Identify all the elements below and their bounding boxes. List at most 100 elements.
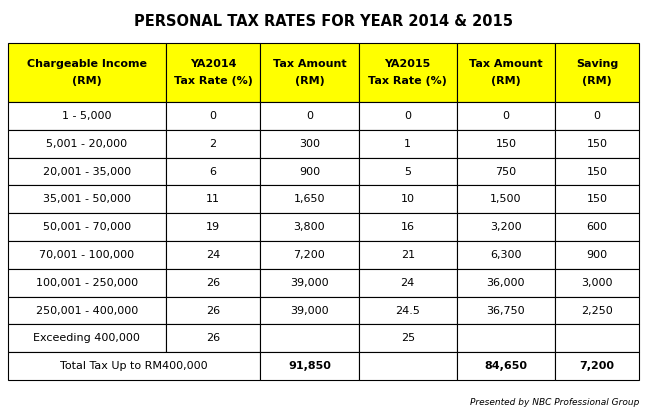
Text: Saving: Saving <box>576 59 619 69</box>
Bar <box>358 241 457 269</box>
Bar <box>358 213 457 241</box>
Text: 91,850: 91,850 <box>288 361 331 371</box>
Text: 150: 150 <box>496 139 516 149</box>
Text: 26: 26 <box>206 305 220 316</box>
Text: 24: 24 <box>400 278 415 288</box>
Text: (RM): (RM) <box>582 76 612 86</box>
Bar <box>555 324 639 352</box>
Text: 36,750: 36,750 <box>487 305 525 316</box>
Bar <box>358 324 457 352</box>
Bar <box>260 352 358 380</box>
Bar <box>260 324 358 352</box>
Text: 300: 300 <box>299 139 320 149</box>
Bar <box>260 213 358 241</box>
Bar <box>260 158 358 185</box>
Text: 19: 19 <box>206 222 220 232</box>
Text: Tax Rate (%): Tax Rate (%) <box>368 76 447 86</box>
Text: 16: 16 <box>400 222 415 232</box>
Text: 2: 2 <box>210 139 217 149</box>
Text: 6: 6 <box>210 166 217 177</box>
Bar <box>358 269 457 297</box>
Text: 150: 150 <box>587 194 608 204</box>
Text: 5,001 - 20,000: 5,001 - 20,000 <box>46 139 127 149</box>
Text: 3,200: 3,200 <box>490 222 521 232</box>
Bar <box>555 241 639 269</box>
Text: 900: 900 <box>299 166 320 177</box>
Bar <box>457 213 555 241</box>
Text: 3,800: 3,800 <box>294 222 325 232</box>
Bar <box>260 269 358 297</box>
Text: 1,500: 1,500 <box>490 194 521 204</box>
Bar <box>457 352 555 380</box>
Text: 7,200: 7,200 <box>580 361 615 371</box>
Bar <box>555 297 639 324</box>
Text: YA2014: YA2014 <box>190 59 236 69</box>
Bar <box>166 130 260 158</box>
Text: (RM): (RM) <box>294 76 324 86</box>
Bar <box>260 185 358 213</box>
Bar <box>8 43 166 102</box>
Bar <box>457 297 555 324</box>
Bar <box>166 43 260 102</box>
Bar <box>457 102 555 130</box>
Bar <box>358 102 457 130</box>
Text: 1,650: 1,650 <box>294 194 325 204</box>
Text: 11: 11 <box>206 194 220 204</box>
Text: 39,000: 39,000 <box>290 278 329 288</box>
Bar <box>555 213 639 241</box>
Bar <box>8 102 166 130</box>
Bar <box>358 130 457 158</box>
Bar <box>358 297 457 324</box>
Text: Exceeding 400,000: Exceeding 400,000 <box>33 333 140 343</box>
Bar <box>555 130 639 158</box>
Bar <box>555 185 639 213</box>
Text: Tax Rate (%): Tax Rate (%) <box>173 76 252 86</box>
Text: 26: 26 <box>206 278 220 288</box>
Bar <box>555 102 639 130</box>
Text: 3,000: 3,000 <box>582 278 613 288</box>
Text: 39,000: 39,000 <box>290 305 329 316</box>
Text: Tax Amount: Tax Amount <box>272 59 346 69</box>
Text: Presented by NBC Professional Group: Presented by NBC Professional Group <box>470 398 639 407</box>
Text: 0: 0 <box>210 111 217 121</box>
Text: 24.5: 24.5 <box>395 305 420 316</box>
Text: Total Tax Up to RM400,000: Total Tax Up to RM400,000 <box>60 361 208 371</box>
Text: 10: 10 <box>400 194 415 204</box>
Text: 0: 0 <box>503 111 509 121</box>
Text: 84,650: 84,650 <box>485 361 527 371</box>
Text: 36,000: 36,000 <box>487 278 525 288</box>
Text: 150: 150 <box>587 139 608 149</box>
Text: 1 - 5,000: 1 - 5,000 <box>62 111 111 121</box>
Bar <box>166 213 260 241</box>
Bar <box>166 158 260 185</box>
Text: 100,001 - 250,000: 100,001 - 250,000 <box>36 278 138 288</box>
Bar <box>8 352 260 380</box>
Bar <box>555 352 639 380</box>
Text: Tax Amount: Tax Amount <box>469 59 543 69</box>
Text: (RM): (RM) <box>72 76 102 86</box>
Bar <box>260 130 358 158</box>
Bar <box>8 158 166 185</box>
Text: 0: 0 <box>404 111 411 121</box>
Bar <box>457 269 555 297</box>
Bar <box>457 324 555 352</box>
Bar <box>555 269 639 297</box>
Bar <box>358 185 457 213</box>
Text: 600: 600 <box>587 222 608 232</box>
Text: 150: 150 <box>587 166 608 177</box>
Text: 0: 0 <box>594 111 600 121</box>
Bar <box>555 158 639 185</box>
Bar <box>457 241 555 269</box>
Text: 24: 24 <box>206 250 220 260</box>
Bar <box>358 43 457 102</box>
Bar <box>457 43 555 102</box>
Bar <box>166 185 260 213</box>
Bar <box>457 130 555 158</box>
Bar <box>260 43 358 102</box>
Text: 35,001 - 50,000: 35,001 - 50,000 <box>43 194 131 204</box>
Bar <box>8 185 166 213</box>
Bar <box>166 324 260 352</box>
Text: 50,001 - 70,000: 50,001 - 70,000 <box>43 222 131 232</box>
Bar <box>166 102 260 130</box>
Text: 20,001 - 35,000: 20,001 - 35,000 <box>43 166 131 177</box>
